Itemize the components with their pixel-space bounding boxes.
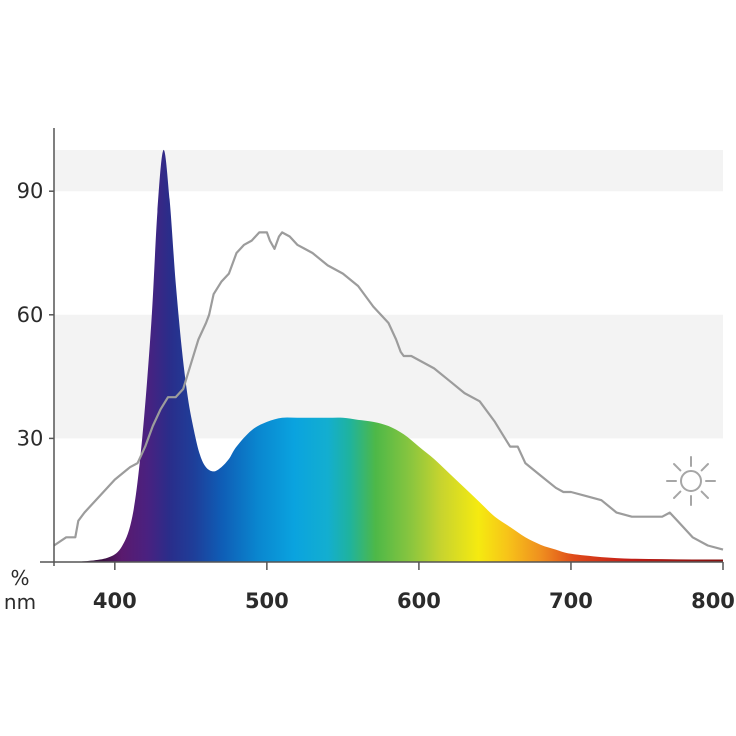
x-tick-label: 500 — [245, 589, 289, 613]
grid-band — [54, 150, 723, 192]
x-unit-label: nm — [4, 590, 36, 614]
x-ticks: 400 500 600 700 800 — [93, 562, 735, 613]
y-tick-label: 30 — [17, 426, 44, 450]
y-ticks: 30 60 90 — [17, 179, 54, 450]
y-unit-label: % — [10, 566, 29, 590]
x-tick-label: 800 — [691, 589, 735, 613]
x-tick-label: 700 — [549, 589, 593, 613]
sun-icon — [666, 456, 716, 506]
y-tick-label: 90 — [17, 179, 44, 203]
x-tick-label: 600 — [397, 589, 441, 613]
spectrum-area — [76, 149, 724, 563]
y-tick-label: 60 — [17, 303, 44, 327]
x-tick-label: 400 — [93, 589, 137, 613]
daylight-line — [53, 231, 724, 551]
